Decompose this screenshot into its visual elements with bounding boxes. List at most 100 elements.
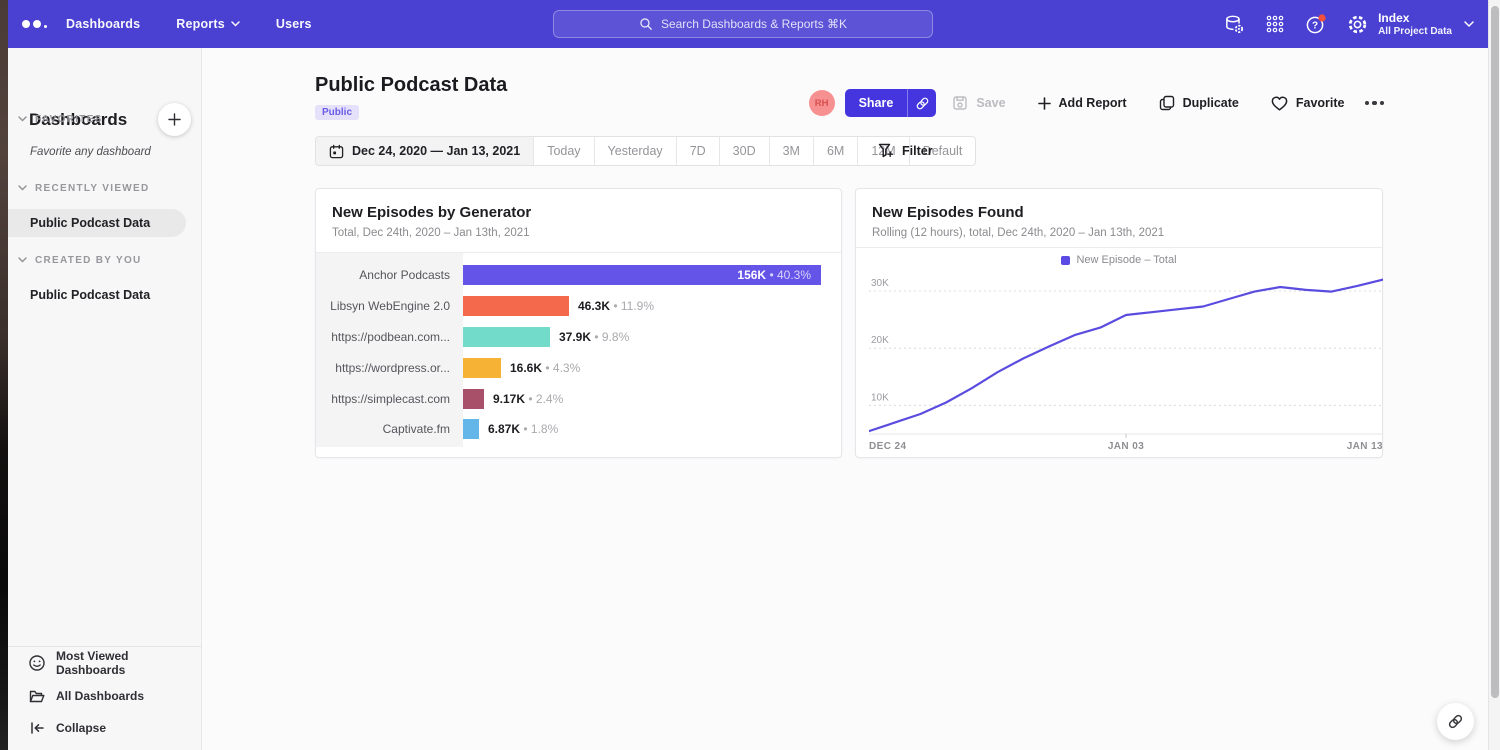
bar[interactable] [463, 419, 479, 439]
nav-item-label: Dashboards [66, 17, 140, 31]
footer-item-label: Most Viewed Dashboards [56, 649, 201, 677]
bar-value-label: 16.6K • 4.3% [510, 361, 580, 375]
sidebar-most-viewed-dashboards[interactable]: Most Viewed Dashboards [8, 650, 201, 676]
nav-item-label: Reports [176, 17, 225, 31]
line-series[interactable] [869, 280, 1383, 432]
bar-row: Captivate.fm6.87K • 1.8% [316, 414, 841, 445]
bar[interactable] [463, 358, 501, 378]
data-sources-icon[interactable] [1223, 13, 1245, 35]
smiley-icon [28, 654, 46, 672]
bar[interactable] [463, 296, 569, 316]
sidebar-all-dashboards[interactable]: All Dashboards [8, 683, 201, 709]
bar-value-label: 37.9K • 9.8% [559, 330, 629, 344]
date-preset-3m[interactable]: 3M [769, 137, 813, 165]
primary-nav: Dashboards Reports Users [66, 0, 312, 48]
avatar[interactable]: RH [809, 90, 835, 116]
sidebar-footer-divider [8, 646, 201, 647]
calendar-icon [329, 144, 344, 159]
add-report-button[interactable]: Add Report [1038, 96, 1127, 110]
save-label: Save [976, 96, 1005, 110]
nav-utility-icons: ? [1223, 0, 1368, 48]
heart-icon [1271, 96, 1288, 111]
date-preset-yesterday[interactable]: Yesterday [594, 137, 676, 165]
duplicate-icon [1159, 95, 1175, 111]
bar-category-label: Anchor Podcasts [316, 268, 463, 282]
bar[interactable]: 156K • 40.3% [463, 265, 821, 285]
share-link-segment[interactable] [907, 89, 936, 117]
chevron-down-icon [1464, 21, 1474, 28]
page-scrollbar[interactable] [1488, 0, 1500, 750]
chevron-down-icon [231, 21, 240, 27]
bar-chart-card: New Episodes by Generator Total, Dec 24t… [315, 188, 842, 458]
app-logo-icon[interactable] [22, 18, 47, 30]
search-placeholder: Search Dashboards & Reports ⌘K [661, 17, 847, 31]
chevron-down-icon [18, 185, 27, 191]
top-navbar: Dashboards Reports Users Search Dashboar… [8, 0, 1488, 48]
favorite-button[interactable]: Favorite [1271, 96, 1345, 111]
help-icon[interactable]: ? [1305, 13, 1327, 35]
line-chart-card: New Episodes Found Rolling (12 hours), t… [855, 188, 1383, 458]
search-input[interactable]: Search Dashboards & Reports ⌘K [553, 10, 933, 38]
apps-grid-icon[interactable] [1264, 13, 1286, 35]
duplicate-button[interactable]: Duplicate [1159, 95, 1239, 111]
bar[interactable] [463, 327, 550, 347]
date-preset-today[interactable]: Today [533, 137, 593, 165]
save-button[interactable]: Save [952, 95, 1005, 111]
line-plot[interactable]: 10K20K30K [869, 271, 1383, 438]
share-button[interactable]: Share [845, 89, 937, 117]
sidebar-item-public-podcast-data-created[interactable]: Public Podcast Data [8, 281, 186, 309]
add-report-label: Add Report [1059, 96, 1127, 110]
nav-item-dashboards[interactable]: Dashboards [66, 17, 140, 31]
collapse-icon [28, 719, 46, 737]
public-badge: Public [315, 105, 359, 120]
search-icon [639, 17, 653, 31]
y-tick-label: 20K [871, 335, 889, 346]
date-preset-6m[interactable]: 6M [813, 137, 857, 165]
sidebar: Dashboards FAVORITES Favorite any dashbo… [8, 48, 202, 750]
line-chart-subtitle: Rolling (12 hours), total, Dec 24th, 202… [872, 227, 1164, 239]
filter-icon [878, 143, 894, 159]
bar-category-label: https://simplecast.com [316, 392, 463, 406]
page-title: Public Podcast Data [315, 74, 507, 97]
sidebar-section-created-by-you[interactable]: CREATED BY YOU [8, 253, 201, 267]
workspace-switcher[interactable]: Index All Project Data [1378, 0, 1474, 48]
chevron-down-icon [18, 116, 27, 122]
nav-item-label: Users [276, 17, 312, 31]
bar-category-label: https://podbean.com... [316, 330, 463, 344]
footer-item-label: Collapse [56, 721, 106, 735]
sidebar-section-recently-viewed[interactable]: RECENTLY VIEWED [8, 181, 201, 195]
x-tick-label: DEC 24 [869, 441, 906, 452]
bar-value-label: 46.3K • 11.9% [578, 299, 654, 313]
legend-swatch [1061, 256, 1070, 265]
share-button-label[interactable]: Share [845, 89, 908, 117]
bar-value-label: 9.17K • 2.4% [493, 392, 563, 406]
bar-row: Libsyn WebEngine 2.046.3K • 11.9% [316, 291, 841, 322]
date-range-picker[interactable]: Dec 24, 2020 — Jan 13, 2021 [316, 137, 533, 165]
settings-gear-icon[interactable] [1346, 13, 1368, 35]
sidebar-collapse-button[interactable]: Collapse [8, 715, 201, 741]
date-preset-7d[interactable]: 7D [676, 137, 719, 165]
plus-icon [1038, 97, 1051, 110]
more-options-button[interactable] [1365, 101, 1385, 106]
nav-item-users[interactable]: Users [276, 17, 312, 31]
save-icon [952, 95, 968, 111]
nav-item-reports[interactable]: Reports [176, 17, 240, 31]
bar-chart-subtitle: Total, Dec 24th, 2020 – Jan 13th, 2021 [332, 227, 530, 239]
filter-button[interactable]: Filter [878, 136, 933, 166]
section-label: RECENTLY VIEWED [35, 183, 150, 194]
bar[interactable] [463, 389, 484, 409]
link-icon [1447, 713, 1464, 730]
bar-category-label: https://wordpress.or... [316, 361, 463, 375]
x-axis-labels: DEC 24JAN 03JAN 13 [869, 441, 1383, 453]
floating-link-button[interactable] [1437, 703, 1474, 740]
date-preset-30d[interactable]: 30D [719, 137, 769, 165]
footer-item-label: All Dashboards [56, 689, 144, 703]
favorites-empty-text: Favorite any dashboard [30, 146, 151, 158]
scrollbar-thumb[interactable] [1491, 6, 1499, 698]
bar-rows: Anchor Podcasts156K • 40.3% Libsyn WebEng… [316, 253, 841, 447]
x-tick-label: JAN 13 [1347, 441, 1383, 452]
sidebar-item-public-podcast-data[interactable]: Public Podcast Data [8, 209, 186, 237]
card-divider [856, 247, 1382, 248]
sidebar-section-favorites[interactable]: FAVORITES [8, 112, 201, 126]
y-tick-label: 30K [871, 278, 889, 289]
